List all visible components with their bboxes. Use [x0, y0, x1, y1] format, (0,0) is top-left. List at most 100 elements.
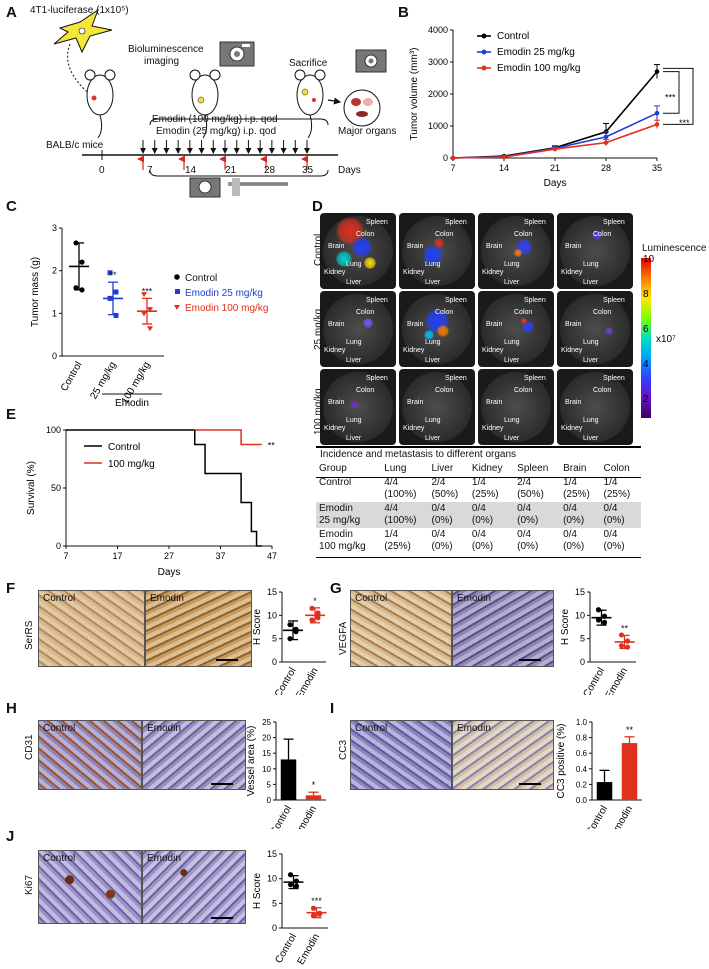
luminescence-signal [522, 321, 534, 333]
x-tick-label: 7 [63, 551, 68, 561]
stain-label-g: VEGFA [338, 621, 349, 655]
dish-plate [323, 372, 393, 442]
x-tick-label: 47 [267, 551, 277, 561]
organ-tag: Spleen [445, 375, 467, 382]
y-tick-label: 0 [52, 351, 57, 361]
micro-g-control: Control [350, 590, 452, 667]
organ-tag: Spleen [524, 297, 546, 304]
organ-tag: Colon [593, 231, 612, 238]
sig-label: *** [311, 896, 322, 906]
organ-tag: Brain [565, 321, 582, 328]
micro-f-emodin-label: Emodin [150, 593, 184, 604]
luminescence-signal [423, 245, 443, 265]
y-axis-label: CC3 positive (%) [556, 723, 567, 798]
treatment-label-2: Emodin (25 mg/kg) i.p. qod [156, 126, 277, 137]
y-tick-label: 15 [267, 587, 277, 597]
data-point [141, 292, 147, 298]
colorbar-tick-label: 6 [643, 324, 649, 335]
organ-tag: Liver [425, 435, 441, 442]
organ-tag: Liver [583, 435, 599, 442]
table-cell: 4/4 (100%) [381, 502, 429, 528]
data-point [654, 122, 660, 127]
dish-plate [323, 294, 393, 364]
y-tick-label: 0 [580, 657, 585, 667]
stain-label-j: Ki67 [24, 874, 35, 895]
y-tick-label: 20 [262, 734, 271, 743]
bar [621, 743, 638, 800]
organ-tag: Lung [504, 417, 520, 424]
legend-marker [174, 305, 180, 310]
micro-g-emodin-label: Emodin [457, 593, 491, 604]
imaging-dish: Spleen Colon Brain Lung Kidney Liver [320, 291, 396, 367]
table-header-row: Group Lung Liver Kidney Spleen Brain Col… [316, 462, 641, 476]
organ-tag: Brain [486, 399, 503, 406]
organ-tag: Lung [425, 417, 441, 424]
table-cell: 0/4 (0%) [468, 502, 515, 528]
data-point [603, 134, 609, 140]
survival-curve [66, 429, 262, 547]
y-tick-label: 0 [56, 541, 61, 551]
organ-tag: Brain [407, 399, 424, 406]
x-tick-label: Emodin [293, 804, 319, 829]
sig-bracket [663, 67, 694, 125]
y-tick-label: 25 [262, 718, 271, 727]
mice-label: BALB/c mice [46, 140, 104, 151]
x-tick-label: Control [273, 666, 299, 695]
organ-tag: Lung [583, 417, 599, 424]
micro-i-emodin: Emodin [452, 720, 554, 790]
timeline-unit: Days [338, 165, 361, 176]
data-point [287, 881, 294, 888]
colorbar-tick-label: 2 [643, 394, 649, 405]
organ-tag: Brain [328, 321, 345, 328]
y-tick-label: 10 [267, 874, 277, 884]
x-tick-label: 27 [164, 551, 174, 561]
luminescence-signal [521, 318, 527, 324]
sig-label: *** [142, 286, 153, 296]
x-tick-label: 14 [499, 163, 509, 173]
th-lung: Lung [384, 463, 407, 474]
organ-tag: Spleen [524, 375, 546, 382]
organ-tag: Spleen [445, 297, 467, 304]
organ-tag: Liver [425, 357, 441, 364]
imaging-dish: Spleen Colon Brain Lung Kidney Liver [478, 369, 554, 445]
mouse-icon-1 [84, 69, 116, 139]
table-cell-group: Control [319, 477, 352, 488]
data-point [601, 619, 608, 625]
y-tick-label: 0 [272, 923, 277, 933]
table-cell: 2/4 (50%) [517, 477, 544, 500]
survival-curve [194, 429, 262, 446]
y-tick-label: 15 [575, 587, 585, 597]
micro-f-control: Control [38, 590, 145, 667]
y-axis-label: H Score [252, 873, 263, 910]
x-tick-label: Emodin [609, 804, 635, 829]
data-point [73, 240, 79, 246]
data-point [501, 154, 507, 160]
bar [280, 759, 297, 800]
timeline-tick-28: 28 [264, 165, 276, 176]
table-cell: 0/4 (0%) [431, 529, 453, 552]
dish-plate [560, 372, 630, 442]
luminescence-signal [605, 327, 613, 335]
dish-plate [481, 372, 551, 442]
organ-tag: Kidney [561, 347, 583, 354]
imaging-dish: Spleen Colon Brain Lung Kidney Liver [478, 291, 554, 367]
luminescence-signal [592, 230, 602, 240]
x-tick-label: 37 [215, 551, 225, 561]
camera-icon-2 [355, 49, 387, 73]
organ-tag: Colon [593, 387, 612, 394]
y-tick-label: 2000 [428, 89, 448, 99]
table-row: Emodin 100 mg/kg 1/4 (25%) 0/4 (0%) 0/4 (0%) 0/4… [316, 528, 641, 554]
group-label: Emodin [115, 398, 149, 409]
micro-i-control: Control [350, 720, 452, 790]
legend-label: Emodin 25 mg/kg [497, 47, 575, 58]
dish-plate [481, 294, 551, 364]
micro-f-emodin: Emodin [145, 590, 252, 667]
organ-tag: Spleen [366, 297, 388, 304]
data-point [624, 644, 631, 650]
table-cell: 1/4 (25%) [471, 477, 499, 500]
panel-label-a: A [6, 4, 17, 21]
scale-bar [519, 783, 541, 785]
th-group: Group [319, 463, 347, 474]
x-tick-label: Emodin [296, 932, 322, 967]
